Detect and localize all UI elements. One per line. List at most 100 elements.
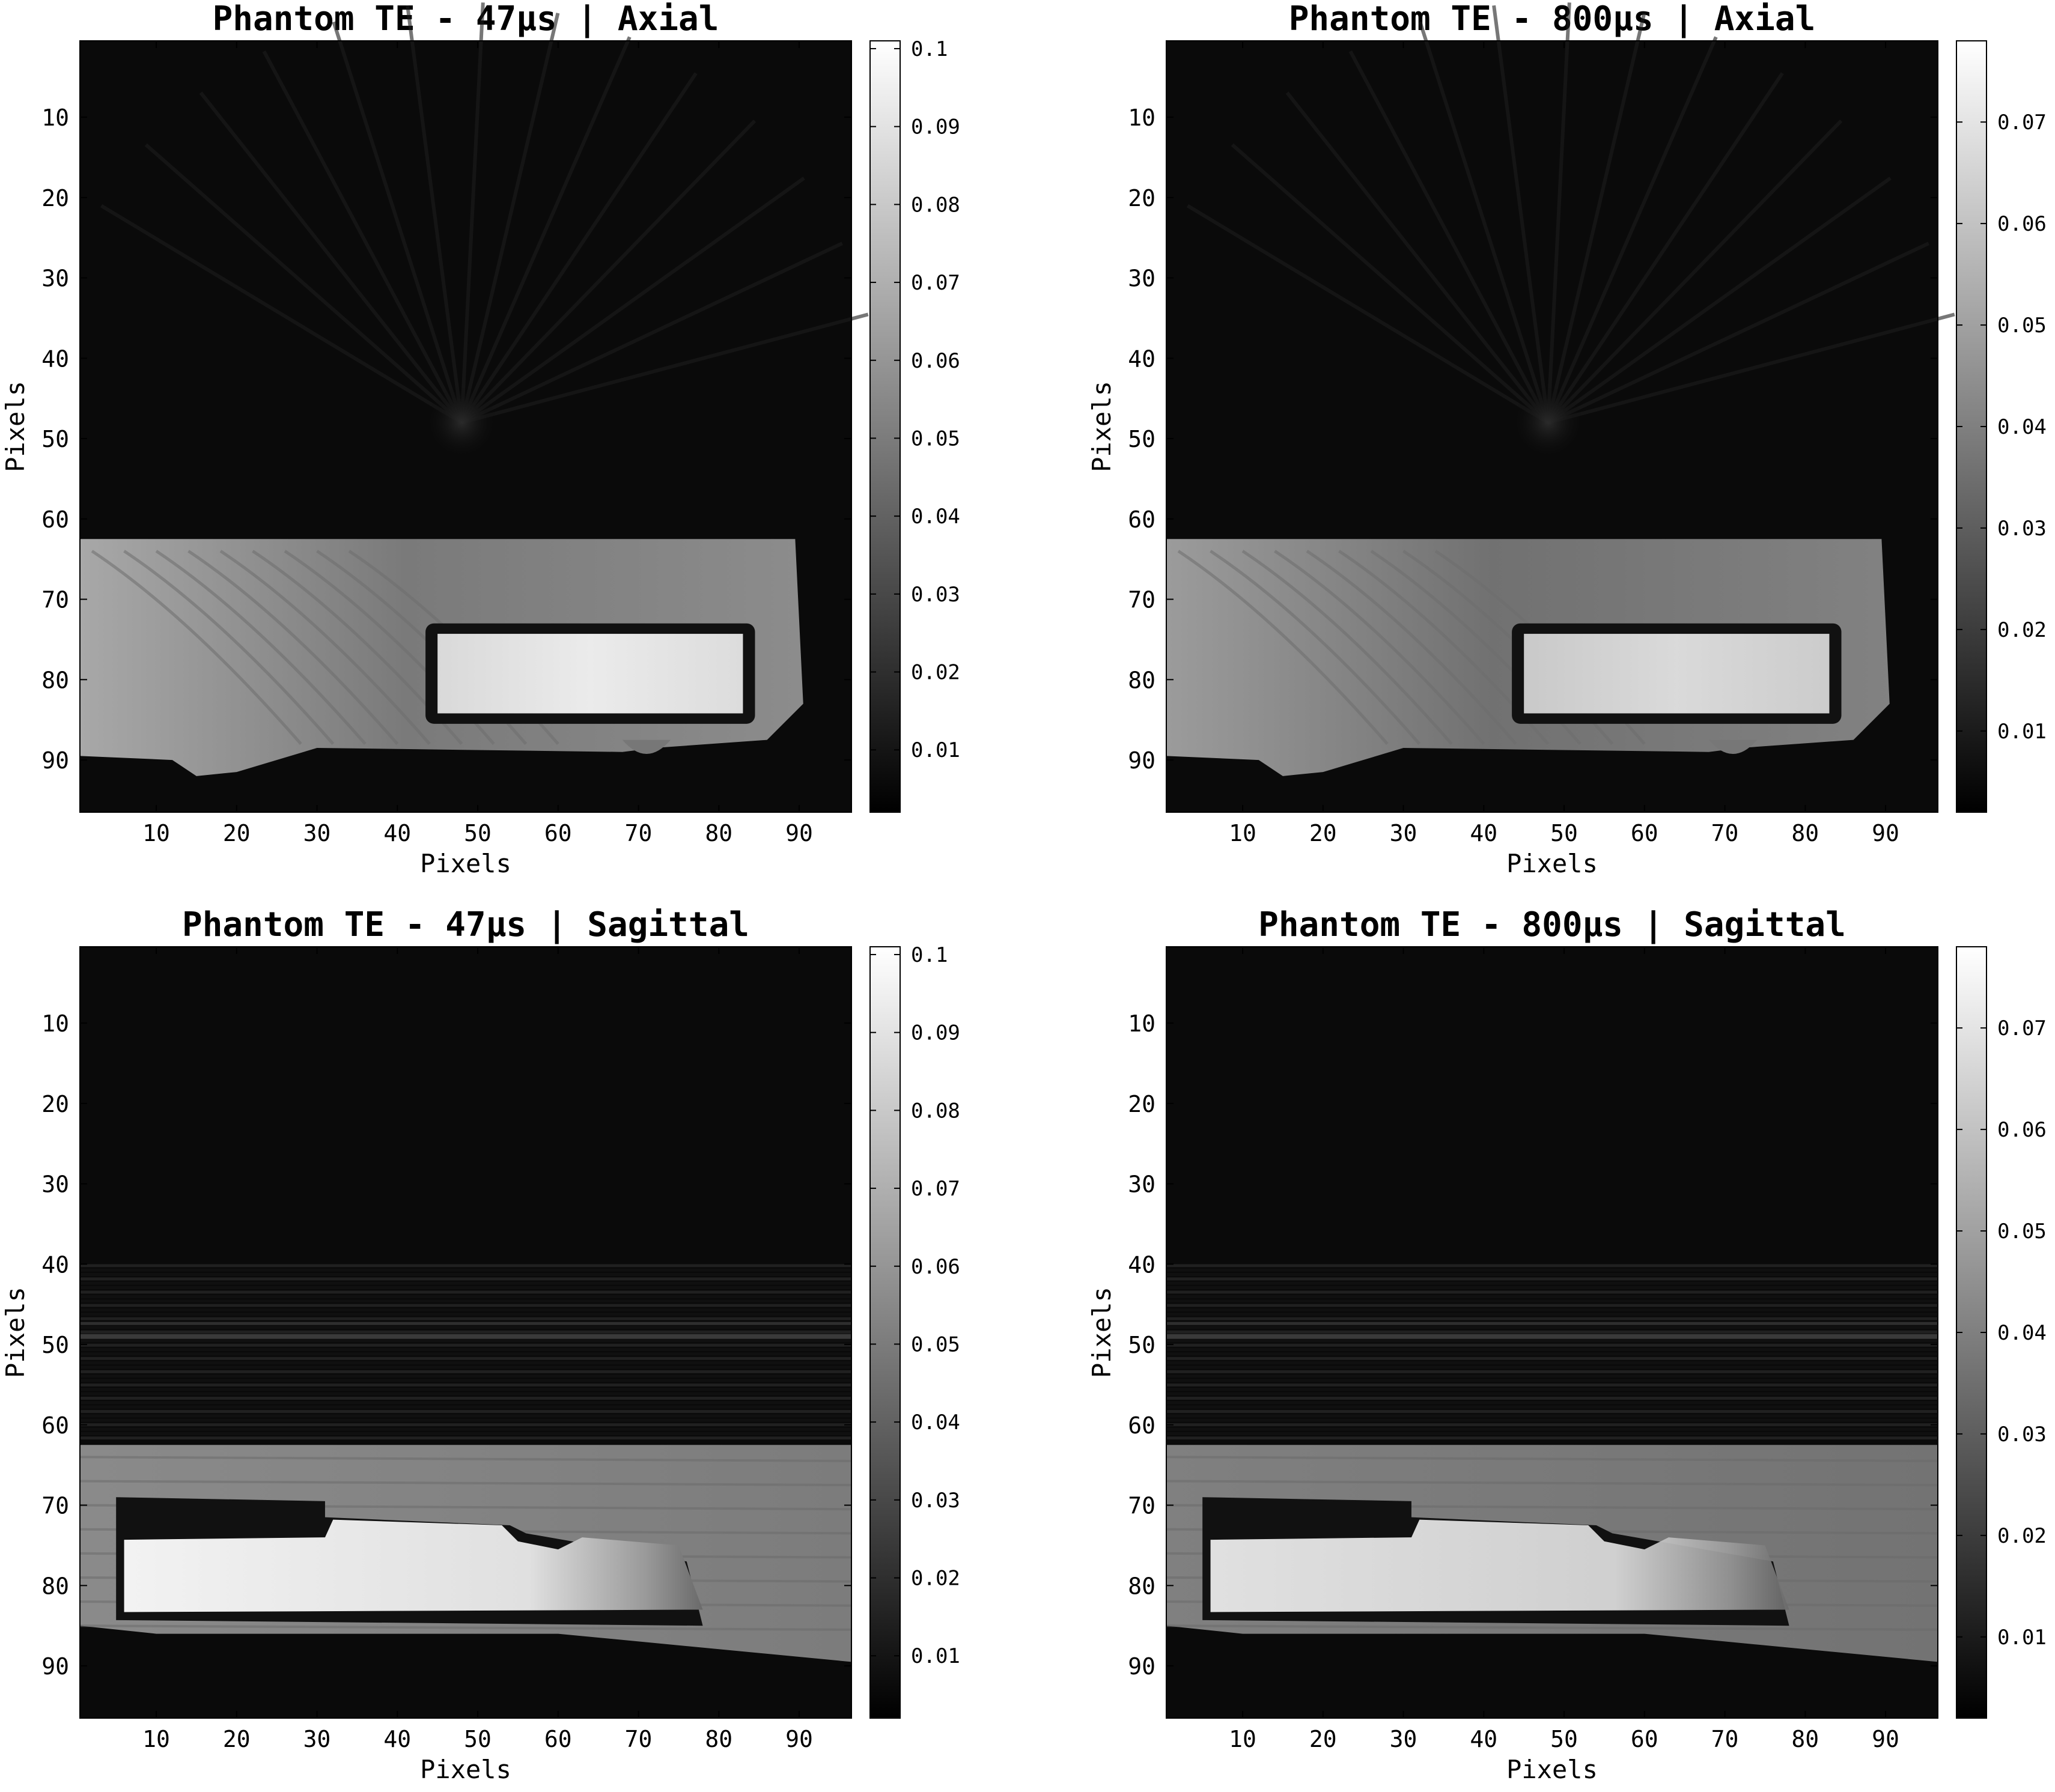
x-tick-label: 90 (1872, 1726, 1899, 1752)
x-tick-label: 90 (785, 820, 813, 846)
x-tick-label: 60 (544, 1726, 572, 1752)
panel-axial-47: Phantom TE - 47μs | Axial 10 20 30 40 50 60 70 8… (1, 0, 960, 878)
y-tick-label: 80 (1128, 1573, 1155, 1599)
colorbar-tick-label: 0.02 (911, 1567, 960, 1591)
colorbar-tick-label: 0.02 (1997, 1524, 2047, 1548)
x-tick-label: 80 (705, 1726, 732, 1752)
y-tick-label: 80 (1128, 667, 1155, 693)
y-tick-label: 20 (1128, 1091, 1155, 1117)
x-tick-label: 10 (1229, 1726, 1256, 1752)
x-tick-label: 60 (1631, 1726, 1658, 1752)
phantom-image (1166, 2, 1955, 812)
colorbar-tick-label: 0.03 (911, 583, 960, 607)
colorbar-tick-label: 0.07 (1997, 1016, 2047, 1040)
x-tick-label: 30 (303, 1726, 331, 1752)
x-tick-label: 40 (1470, 1726, 1497, 1752)
colorbar-tick-label: 0.05 (911, 1332, 960, 1356)
y-tick-label: 60 (1128, 506, 1155, 533)
x-tick-label: 80 (705, 820, 732, 846)
x-tick-label: 20 (1309, 1726, 1337, 1752)
colorbar-tick-label: 0.1 (911, 37, 948, 61)
x-axis-label: Pixels (420, 1755, 511, 1784)
colorbar-tick-label: 0.05 (911, 427, 960, 451)
axes-frame (1166, 946, 1938, 1719)
phantom-insert (1210, 1519, 1789, 1612)
axes-frame (79, 40, 852, 813)
y-tick-label: 90 (1128, 1653, 1155, 1680)
y-tick-label: 10 (1128, 105, 1155, 131)
y-tick-label: 90 (41, 747, 69, 774)
phantom-image (80, 2, 869, 812)
colorbar-tick-label: 0.09 (911, 1021, 960, 1045)
y-tick-label: 60 (41, 1412, 69, 1439)
y-tick-label: 30 (1128, 1171, 1155, 1198)
colorbar-tick-label: 0.09 (911, 115, 960, 139)
y-tick-label: 30 (1128, 266, 1155, 292)
colorbar-tick-label: 0.07 (911, 271, 960, 295)
y-tick-label: 40 (41, 1251, 69, 1278)
y-tick-label: 60 (1128, 1412, 1155, 1439)
colorbar-tick-label: 0.01 (1997, 720, 2047, 744)
x-tick-label: 30 (1390, 1726, 1417, 1752)
y-tick-label: 70 (41, 587, 69, 613)
y-tick-label: 10 (1128, 1010, 1155, 1037)
colorbar-tick-label: 0.04 (911, 505, 960, 529)
y-tick-label: 70 (1128, 587, 1155, 613)
phantom-insert (437, 634, 743, 714)
phantom-image (1166, 947, 1938, 1718)
y-tick-label: 20 (41, 1091, 69, 1117)
x-tick-label: 50 (464, 1726, 492, 1752)
colorbar-tick-label: 0.06 (1997, 212, 2047, 236)
y-tick-label: 30 (41, 266, 69, 292)
x-tick-label: 70 (625, 1726, 653, 1752)
axes-frame (1166, 40, 1938, 813)
y-tick-label: 80 (41, 1573, 69, 1599)
colorbar-tick-label: 0.04 (1997, 415, 2047, 439)
panel-sagittal-800: Phantom TE - 800μs | Sagittal 10 20 30 40 50 6… (1087, 905, 2047, 1784)
colorbar-tick-label: 0.06 (911, 349, 960, 373)
phantom-insert (1524, 634, 1830, 714)
panel-title: Phantom TE - 47μs | Sagittal (182, 905, 749, 944)
colorbar-tick-label: 0.05 (1997, 314, 2047, 338)
phantom-image (79, 947, 852, 1718)
x-tick-label: 20 (223, 820, 251, 846)
x-tick-label: 60 (544, 820, 572, 846)
colorbar-tick-label: 0.06 (911, 1255, 960, 1279)
y-tick-label: 90 (1128, 747, 1155, 774)
x-tick-label: 30 (303, 820, 331, 846)
colorbar-tick-label: 0.08 (911, 1099, 960, 1123)
colorbar-tick-label: 0.04 (1997, 1321, 2047, 1345)
colorbar (869, 40, 901, 813)
colorbar-tick-label: 0.08 (911, 193, 960, 217)
colorbar-tick-label: 0.01 (1997, 1626, 2047, 1650)
x-tick-label: 40 (1470, 820, 1497, 846)
x-tick-label: 50 (1550, 1726, 1578, 1752)
y-axis-label: Pixels (1087, 1287, 1116, 1378)
colorbar-tick-label: 0.01 (911, 1644, 960, 1668)
panel-title: Phantom TE - 47μs | Axial (213, 0, 719, 38)
x-tick-label: 20 (1309, 820, 1337, 846)
x-axis-label: Pixels (1506, 849, 1598, 878)
colorbar-tick-label: 0.02 (1997, 618, 2047, 642)
colorbar-tick-label: 0.01 (911, 738, 960, 762)
panel-axial-800: Phantom TE - 800μs | Axial 10 20 30 40 50 60 70… (1087, 0, 2047, 878)
x-tick-label: 80 (1791, 1726, 1819, 1752)
colorbar-tick-label: 0.06 (1997, 1118, 2047, 1142)
colorbar (869, 946, 901, 1719)
x-tick-label: 40 (383, 820, 411, 846)
x-tick-label: 50 (1550, 820, 1578, 846)
y-axis-label: Pixels (1087, 381, 1116, 472)
colorbar-tick-label: 0.07 (911, 1177, 960, 1201)
y-tick-label: 80 (41, 667, 69, 693)
colorbar-tick-label: 0.04 (911, 1411, 960, 1435)
y-tick-label: 50 (41, 426, 69, 452)
y-tick-label: 10 (41, 105, 69, 131)
x-tick-label: 10 (142, 1726, 170, 1752)
x-tick-label: 70 (625, 820, 653, 846)
colorbar-tick-label: 0.03 (1997, 1423, 2047, 1447)
x-tick-label: 10 (142, 820, 170, 846)
x-tick-label: 30 (1390, 820, 1417, 846)
colorbar-tick-label: 0.03 (911, 1489, 960, 1513)
y-tick-label: 10 (41, 1010, 69, 1037)
